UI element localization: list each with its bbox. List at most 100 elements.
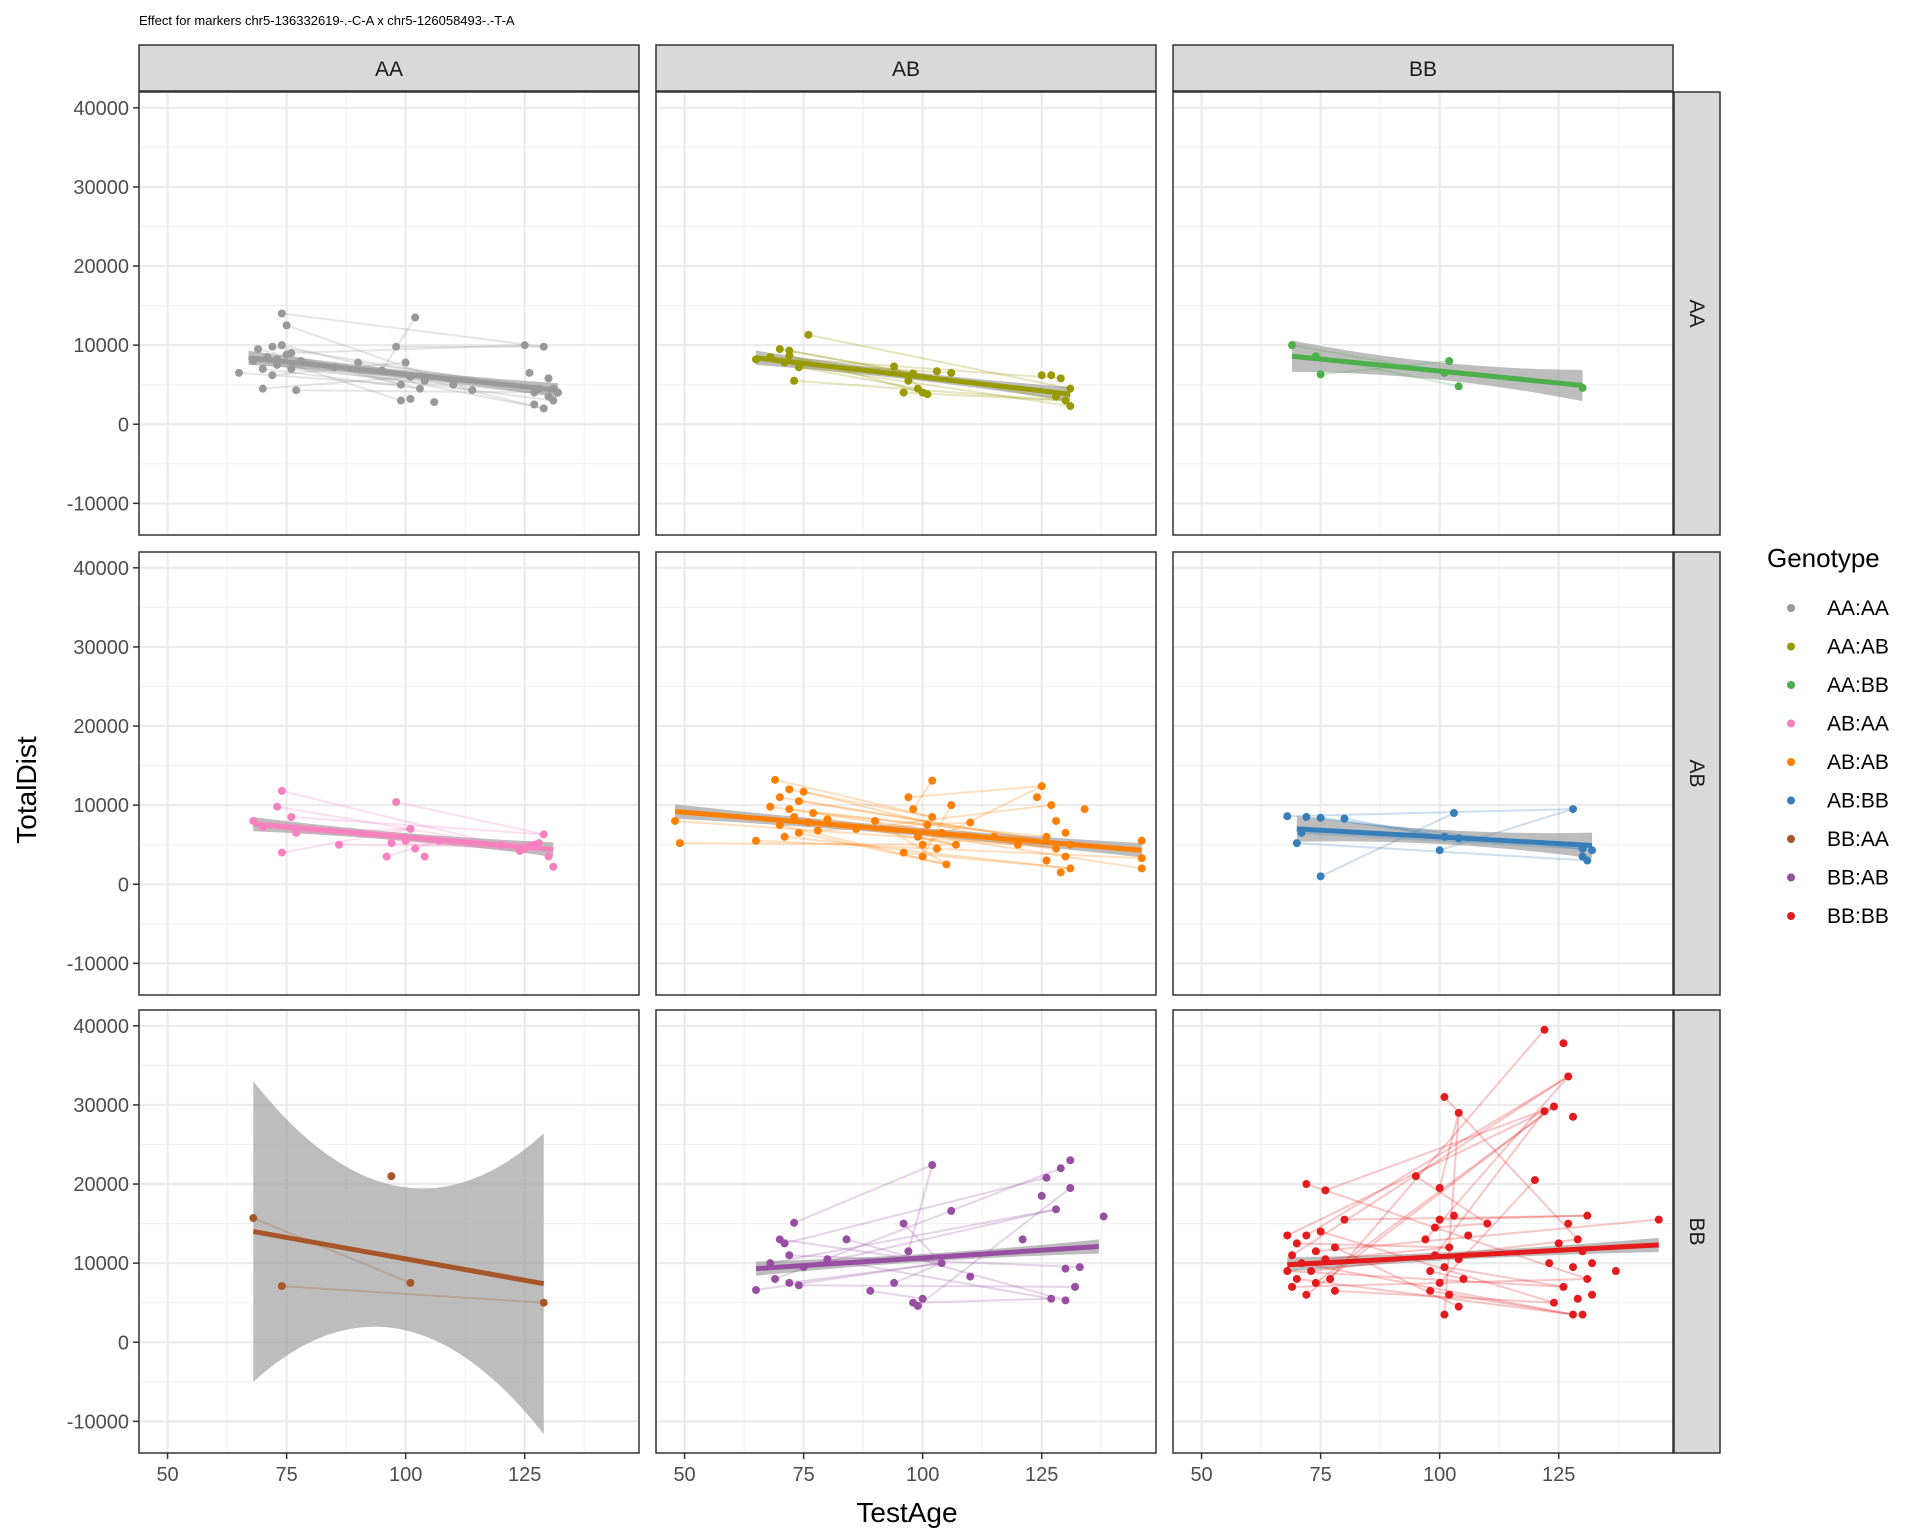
y-tick-label: 0 <box>118 874 129 896</box>
data-point <box>254 345 263 354</box>
data-point <box>1042 832 1051 841</box>
data-point <box>790 376 799 385</box>
trajectory-line <box>779 823 947 866</box>
data-point <box>1426 1286 1435 1295</box>
data-point <box>1588 846 1597 855</box>
data-point <box>794 1281 803 1290</box>
data-point <box>1430 1251 1439 1260</box>
data-point <box>1316 813 1325 822</box>
data-point <box>249 816 258 825</box>
trajectory-line <box>917 1187 1071 1307</box>
data-point <box>932 844 941 853</box>
x-tick-label: 125 <box>508 1464 541 1486</box>
series-bb-aa <box>249 1081 548 1435</box>
data-point <box>292 386 301 395</box>
data-point <box>1297 1259 1306 1268</box>
data-point <box>752 836 760 845</box>
data-point <box>785 1278 794 1287</box>
series-aa-bb <box>1288 340 1587 402</box>
data-point <box>809 809 818 818</box>
data-point <box>1569 805 1577 814</box>
trajectory-line <box>291 367 535 394</box>
data-point <box>766 802 775 811</box>
data-point <box>1583 1211 1592 1220</box>
data-point <box>785 805 794 814</box>
data-point <box>1445 356 1454 365</box>
data-point <box>287 349 296 358</box>
data-point <box>804 330 813 339</box>
panel-border <box>655 551 1157 996</box>
trajectory-line <box>913 1297 1052 1304</box>
y-tick-label: 10000 <box>73 335 129 357</box>
col-strip-aa <box>138 44 640 92</box>
data-point <box>1430 1223 1439 1232</box>
data-point <box>1283 812 1292 821</box>
data-point <box>1454 1302 1463 1311</box>
x-tick-label: 50 <box>156 1464 178 1486</box>
trajectory-line <box>291 344 525 355</box>
data-point <box>904 1247 913 1256</box>
series-aa-aa <box>235 309 563 413</box>
data-point <box>1056 868 1065 877</box>
y-tick-label: 30000 <box>73 1095 129 1117</box>
data-point <box>1445 1290 1454 1299</box>
data-point <box>287 364 296 373</box>
trajectory-line <box>281 312 544 348</box>
data-point <box>1440 1093 1449 1102</box>
facet-panels: AA AB BBAAABBB-10000010000200003000040000-… <box>67 44 1721 1486</box>
data-point <box>249 1214 258 1223</box>
trajectory-line <box>784 1176 1047 1245</box>
trajectory-line <box>846 1238 1066 1302</box>
x-tick-label: 125 <box>1025 1464 1058 1486</box>
legend: AA:AA AA:AB AA:BB AB:AA AB:AB AB:BB BB:AA BB:AB… <box>1787 597 1889 928</box>
data-point <box>899 388 908 397</box>
data-point <box>1292 839 1301 848</box>
data-point <box>554 388 563 397</box>
data-point <box>235 368 243 377</box>
trajectory-line <box>827 1258 1052 1300</box>
data-point <box>928 776 937 785</box>
data-point <box>899 848 908 857</box>
data-point <box>1037 371 1046 380</box>
legend-swatch <box>1787 758 1795 766</box>
trajectory-line <box>1320 812 1455 878</box>
legend-item-bb-ab: BB:AB <box>1787 867 1889 890</box>
panel-aa-ab <box>656 92 1156 535</box>
data-point <box>909 805 918 814</box>
x-tick-label: 75 <box>275 1464 297 1486</box>
legend-swatch <box>1787 604 1795 612</box>
panel-border <box>138 551 640 996</box>
y-tick-label: 20000 <box>73 716 129 738</box>
data-point <box>1330 1243 1339 1252</box>
chart-title: Effect for markers chr5-136332619-.-C-A … <box>139 13 515 28</box>
data-point <box>1564 1219 1573 1228</box>
data-point <box>923 820 932 829</box>
trajectory-line <box>395 801 544 836</box>
trajectory-line <box>770 1208 1057 1265</box>
data-point <box>1440 832 1449 841</box>
data-point <box>1013 840 1022 849</box>
data-point <box>1071 1282 1080 1291</box>
data-point <box>1421 1235 1430 1244</box>
trajectory-line <box>1315 1105 1555 1284</box>
data-point <box>273 802 282 811</box>
panel-border <box>1172 551 1674 996</box>
data-point <box>296 356 305 365</box>
data-point <box>1066 840 1075 849</box>
data-point <box>937 1259 946 1268</box>
legend-label: AB:AA <box>1827 713 1889 736</box>
row-strip-label: AB <box>1685 759 1708 787</box>
data-point <box>1080 805 1089 814</box>
data-point <box>1066 402 1075 411</box>
fit-line <box>674 808 1142 853</box>
data-point <box>415 384 424 393</box>
y-tick-label: -10000 <box>67 493 129 515</box>
data-point <box>1583 1274 1592 1283</box>
trajectory-line <box>1438 1179 1536 1284</box>
row-strip-bb <box>1673 1009 1721 1454</box>
data-point <box>775 820 784 829</box>
data-point <box>1018 1235 1027 1244</box>
data-point <box>330 363 339 372</box>
data-point <box>766 353 775 362</box>
data-point <box>918 852 927 861</box>
